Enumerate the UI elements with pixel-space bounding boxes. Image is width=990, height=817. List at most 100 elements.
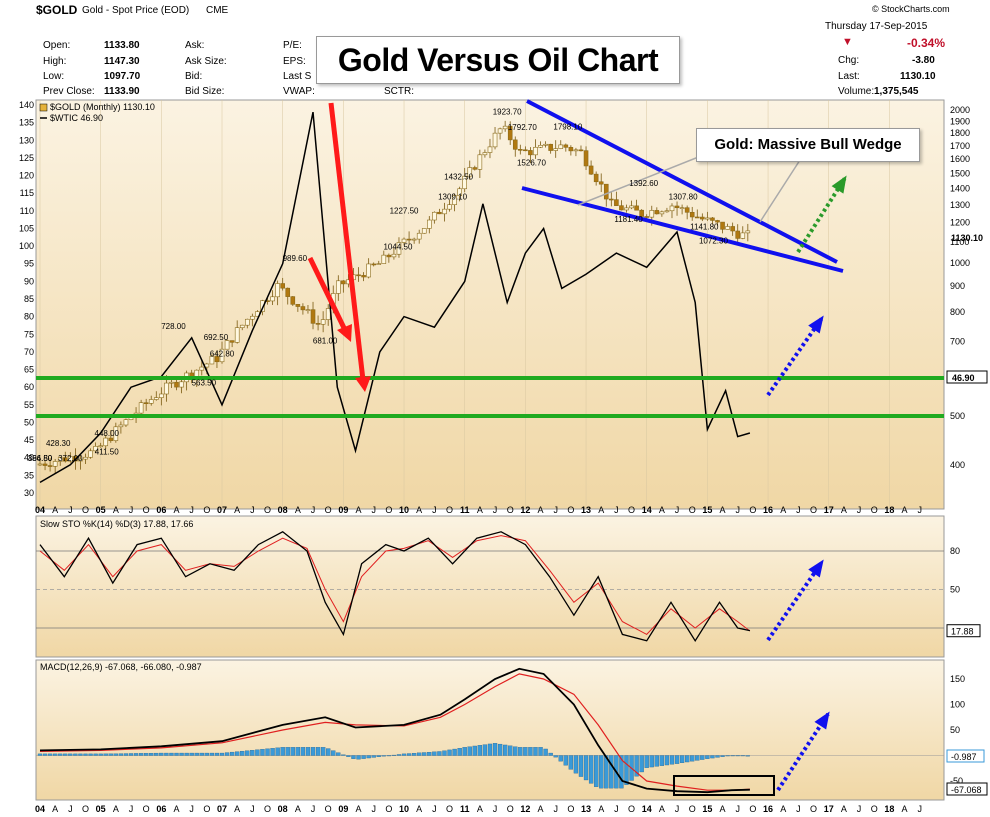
gold-candle — [88, 450, 93, 458]
macd-histogram-bar — [553, 755, 558, 758]
blue-dotted-arrow-sto-shaft — [766, 560, 824, 642]
macd-histogram-bar — [361, 755, 366, 759]
gold-candle — [68, 456, 73, 462]
gold-candle — [406, 238, 412, 241]
blue-dotted-arrow-price-shaft — [766, 316, 824, 397]
macd-histogram-bar — [396, 754, 402, 756]
x-tick-label: 07 — [217, 505, 227, 515]
x-tick-label: J — [614, 505, 619, 515]
macd-histogram-bar — [497, 743, 503, 756]
ask-size-label: Ask Size: — [185, 56, 227, 67]
sto-d-line — [39, 535, 751, 636]
macd-histogram-bar — [447, 749, 452, 756]
x-tick-label: 17 — [824, 505, 834, 515]
macd-histogram-bar — [371, 755, 376, 758]
macd-histogram-bar — [538, 747, 543, 756]
left-tick-label: 130 — [19, 135, 34, 145]
high-label: High: — [43, 56, 67, 67]
x-tick-label: O — [82, 804, 89, 814]
gold-price-label: 1044.50 — [383, 242, 412, 251]
x-tick-label: O — [264, 505, 271, 515]
gold-candle — [583, 150, 589, 167]
gold-candle — [457, 188, 462, 197]
gold-candle — [244, 318, 250, 326]
gold-candle — [679, 207, 685, 210]
x-tick-label: 12 — [520, 804, 530, 814]
pe-label: P/E: — [283, 40, 302, 51]
macd-histogram-bar — [179, 752, 184, 756]
gold-candle — [356, 274, 361, 277]
macd-histogram-bar — [250, 750, 255, 756]
x-tick-label: 17 — [824, 804, 834, 814]
gold-candle — [98, 445, 103, 448]
x-tick-label: A — [52, 804, 58, 814]
macd-histogram-bar — [508, 745, 513, 756]
gold-candle — [578, 149, 584, 152]
chart-header: $GOLD Gold - Spot Price (EOD) CME Thursd… — [0, 0, 990, 100]
left-tick-label: 80 — [24, 312, 34, 322]
left-tick-label: 135 — [19, 118, 34, 128]
macd-histogram-bar — [604, 755, 609, 789]
gold-candle — [361, 275, 366, 278]
x-tick-label: O — [325, 804, 332, 814]
macd-histogram-bar — [184, 752, 189, 756]
macd-histogram-bar — [189, 752, 194, 756]
macd-histogram-bar — [462, 747, 467, 756]
macd-axis-label: -50 — [950, 776, 963, 786]
macd-histogram-bar — [381, 755, 386, 757]
macd-histogram-bar — [133, 753, 139, 756]
symbol: $GOLD — [36, 3, 78, 17]
x-tick-label: J — [614, 804, 619, 814]
macd-histogram-bar — [659, 755, 665, 766]
x-tick-label: O — [810, 505, 817, 515]
macd-histogram-bar — [502, 744, 508, 756]
x-tick-label: J — [68, 804, 73, 814]
macd-legend: MACD(12,26,9) -67.068, -66.080, -0.987 — [40, 662, 202, 672]
macd-histogram-bar — [518, 747, 523, 756]
macd-histogram-bar — [664, 755, 670, 766]
green-dotted-arrow-head — [831, 175, 847, 194]
x-tick-label: A — [234, 505, 240, 515]
gold-candle — [507, 125, 513, 141]
x-tick-label: J — [675, 804, 680, 814]
gold-candle — [553, 148, 559, 151]
x-tick-label: A — [720, 505, 726, 515]
gold-candle — [118, 424, 124, 428]
x-tick-label: J — [129, 804, 134, 814]
sto-last-tag-box — [946, 624, 981, 638]
x-tick-label: O — [567, 804, 574, 814]
left-tick-label: 120 — [19, 171, 34, 181]
gold-candle — [543, 143, 548, 146]
macd-histogram-bar — [467, 746, 472, 756]
macd-histogram-bar — [401, 753, 407, 756]
x-tick-label: O — [446, 804, 453, 814]
x-tick-label: O — [385, 505, 392, 515]
macd-base-box — [673, 775, 775, 796]
gold-price-label: 681.00 — [313, 337, 338, 346]
credit-logo[interactable]: © StockCharts.com — [872, 4, 950, 14]
gold-candle — [518, 149, 523, 151]
symbol-description: Gold - Spot Price (EOD) — [82, 5, 190, 16]
gold-candle — [437, 211, 442, 215]
left-tick-label: 30 — [24, 488, 34, 498]
gold-candle — [164, 382, 169, 395]
legend-gold: $GOLD (Monthly) 1130.10 — [50, 102, 155, 112]
gold-candle — [391, 253, 397, 258]
right-tick-label: 400 — [950, 460, 965, 470]
macd-histogram-bar — [144, 753, 149, 756]
macd-histogram-bar — [88, 753, 93, 756]
wtic-last-tag: 46.90 — [952, 373, 975, 383]
macd-histogram-bar — [326, 748, 331, 756]
x-tick-label: A — [234, 804, 240, 814]
gold-candle — [689, 212, 695, 218]
right-tick-label: 1600 — [950, 154, 970, 164]
gold-candle — [588, 165, 594, 175]
gold-candle — [548, 143, 553, 151]
x-tick-label: 15 — [702, 505, 712, 515]
macd-histogram-bar — [280, 747, 285, 756]
gold-price-label: 1307.80 — [669, 193, 698, 202]
blue-dotted-arrow-macd-head — [814, 711, 830, 730]
macd-histogram-bar — [457, 748, 462, 756]
macd-histogram-bar — [482, 744, 488, 756]
gold-price-label: 728.00 — [161, 322, 186, 331]
